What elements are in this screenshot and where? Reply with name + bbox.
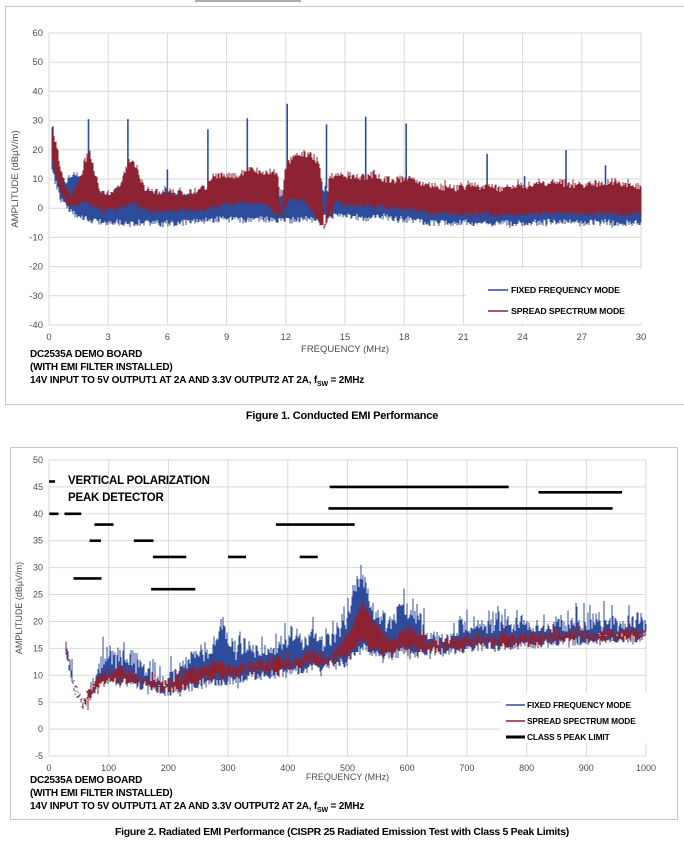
x-tick-label: 6 bbox=[165, 332, 170, 343]
legend: FIXED FREQUENCY MODE SPREAD SPECTRUM MODE bbox=[466, 269, 642, 323]
tick-labels: 0 100 200 300 400 500 600 700 800 900 100050454035… bbox=[33, 455, 656, 773]
plot-border bbox=[48, 32, 642, 326]
x-tick-label: 24 bbox=[517, 332, 528, 343]
figure2-caption: Figure 2. Radiated EMI Performance (CISP… bbox=[115, 826, 569, 838]
figure1-box: FIXED FREQUENCY MODE SPREAD SPECTRUM MODE… bbox=[5, 6, 684, 405]
y-tick-label: -10 bbox=[29, 232, 43, 243]
annotation-peak-detector: PEAK DETECTOR bbox=[68, 492, 164, 504]
x-tick-label: 15 bbox=[340, 332, 351, 343]
plot-border bbox=[48, 459, 647, 757]
y-tick-label: 35 bbox=[33, 536, 43, 546]
y-tick-label: 50 bbox=[32, 57, 43, 68]
y-tick-label: -40 bbox=[29, 320, 43, 331]
y-tick-label: 10 bbox=[33, 670, 43, 680]
y-tick-label: 45 bbox=[33, 482, 43, 492]
x-tick-label: 9 bbox=[224, 332, 229, 343]
figure2-note-line3: 14V INPUT TO 5V OUTPUT1 AT 2A AND 3.3V O… bbox=[30, 801, 365, 814]
y-tick-label: 25 bbox=[33, 590, 43, 600]
y-axis-label: AMPLITUDE (dBµV/m) bbox=[10, 130, 21, 227]
figure2-note-line2: (WITH EMI FILTER INSTALLED) bbox=[30, 788, 173, 799]
figure2-box: VERTICAL POLARIZATION PEAK DETECTOR FIXED … bbox=[10, 447, 678, 820]
legend-label-spread_spectrum: SPREAD SPECTRUM MODE bbox=[527, 716, 636, 726]
x-tick-label: 900 bbox=[579, 763, 594, 773]
x-tick-label: 18 bbox=[399, 332, 410, 343]
x-tick-label: 12 bbox=[281, 332, 292, 343]
x-tick-label: 0 bbox=[46, 332, 51, 343]
y-axis-label: AMPLITUDE (dBµV/m) bbox=[14, 562, 24, 654]
x-tick-label: 0 bbox=[46, 763, 51, 773]
legend-label-fixed_frequency: FIXED FREQUENCY MODE bbox=[511, 285, 620, 295]
figure2-notes: DC2535A DEMO BOARD (WITH EMI FILTER INST… bbox=[30, 774, 364, 817]
figure1-caption: Figure 1. Conducted EMI Performance bbox=[245, 410, 439, 422]
x-tick-label: 800 bbox=[519, 763, 534, 773]
x-tick-label: 500 bbox=[340, 763, 355, 773]
trace-spread-spectrum-mode bbox=[65, 601, 647, 710]
y-tick-label: -5 bbox=[35, 751, 43, 761]
x-tick-label: 21 bbox=[458, 332, 469, 343]
x-tick-label: 600 bbox=[400, 763, 415, 773]
x-tick-label: 100 bbox=[101, 763, 116, 773]
x-tick-label: 3 bbox=[106, 332, 111, 343]
figure1-note-line2: (WITH EMI FILTER INSTALLED) bbox=[30, 362, 173, 373]
x-tick-label: 300 bbox=[221, 763, 236, 773]
y-tick-label: 15 bbox=[33, 643, 43, 653]
y-tick-label: 30 bbox=[33, 563, 43, 573]
legend-label-fixed_frequency: FIXED FREQUENCY MODE bbox=[527, 700, 631, 710]
x-tick-label: 27 bbox=[577, 332, 588, 343]
class5-peak-limit-lines bbox=[49, 480, 623, 591]
x-tick-label: 400 bbox=[280, 763, 295, 773]
legend: FIXED FREQUENCY MODE SPREAD SPECTRUM MODE… bbox=[501, 693, 651, 743]
y-tick-label: 20 bbox=[33, 617, 43, 627]
y-tick-label: 40 bbox=[33, 509, 43, 519]
legend-label-limit: CLASS 5 PEAK LIMIT bbox=[527, 732, 610, 742]
x-tick-label: 700 bbox=[459, 763, 474, 773]
figure1-notes: DC2535A DEMO BOARD (WITH EMI FILTER INST… bbox=[30, 348, 364, 391]
figure2-note-line1: DC2535A DEMO BOARD bbox=[30, 775, 143, 786]
trace-spread-spectrum-mode bbox=[51, 127, 642, 229]
y-tick-label: 50 bbox=[33, 455, 43, 465]
x-axis-label: FREQUENCY (MHz) bbox=[306, 772, 389, 782]
x-tick-label: 200 bbox=[161, 763, 176, 773]
y-tick-label: -20 bbox=[29, 262, 43, 273]
annotation-vertical-polarization: VERTICAL POLARIZATION bbox=[68, 475, 210, 487]
y-tick-label: 0 bbox=[38, 724, 43, 734]
y-tick-label: 60 bbox=[32, 28, 43, 39]
y-tick-label: 30 bbox=[32, 116, 43, 127]
x-tick-label: 30 bbox=[636, 332, 647, 343]
y-tick-label: 20 bbox=[32, 145, 43, 156]
figure1-note-line3: 14V INPUT TO 5V OUTPUT1 AT 2A AND 3.3V O… bbox=[30, 375, 365, 388]
x-tick-label: 1000 bbox=[636, 763, 656, 773]
tick-labels: 0 3 6 9 12 15 18 21 24 27 30 60 50 40 30 20 10 0 -10 -20 -30… bbox=[29, 28, 646, 343]
conducted-emi-chart: FIXED FREQUENCY MODE SPREAD SPECTRUM MODE… bbox=[10, 28, 646, 355]
x-axis-label: FREQUENCY (MHz) bbox=[301, 344, 389, 355]
figure1-note-line1: DC2535A DEMO BOARD bbox=[30, 349, 143, 360]
y-tick-label: -30 bbox=[29, 291, 43, 302]
y-tick-label: 0 bbox=[38, 203, 43, 214]
legend-label-spread_spectrum: SPREAD SPECTRUM MODE bbox=[511, 306, 625, 316]
y-tick-label: 10 bbox=[32, 174, 43, 185]
cropped-text-artifact bbox=[195, 0, 301, 2]
radiated-emi-chart: VERTICAL POLARIZATION PEAK DETECTOR FIXED … bbox=[14, 455, 656, 782]
y-tick-label: 40 bbox=[32, 86, 43, 97]
y-tick-label: 5 bbox=[38, 697, 43, 707]
